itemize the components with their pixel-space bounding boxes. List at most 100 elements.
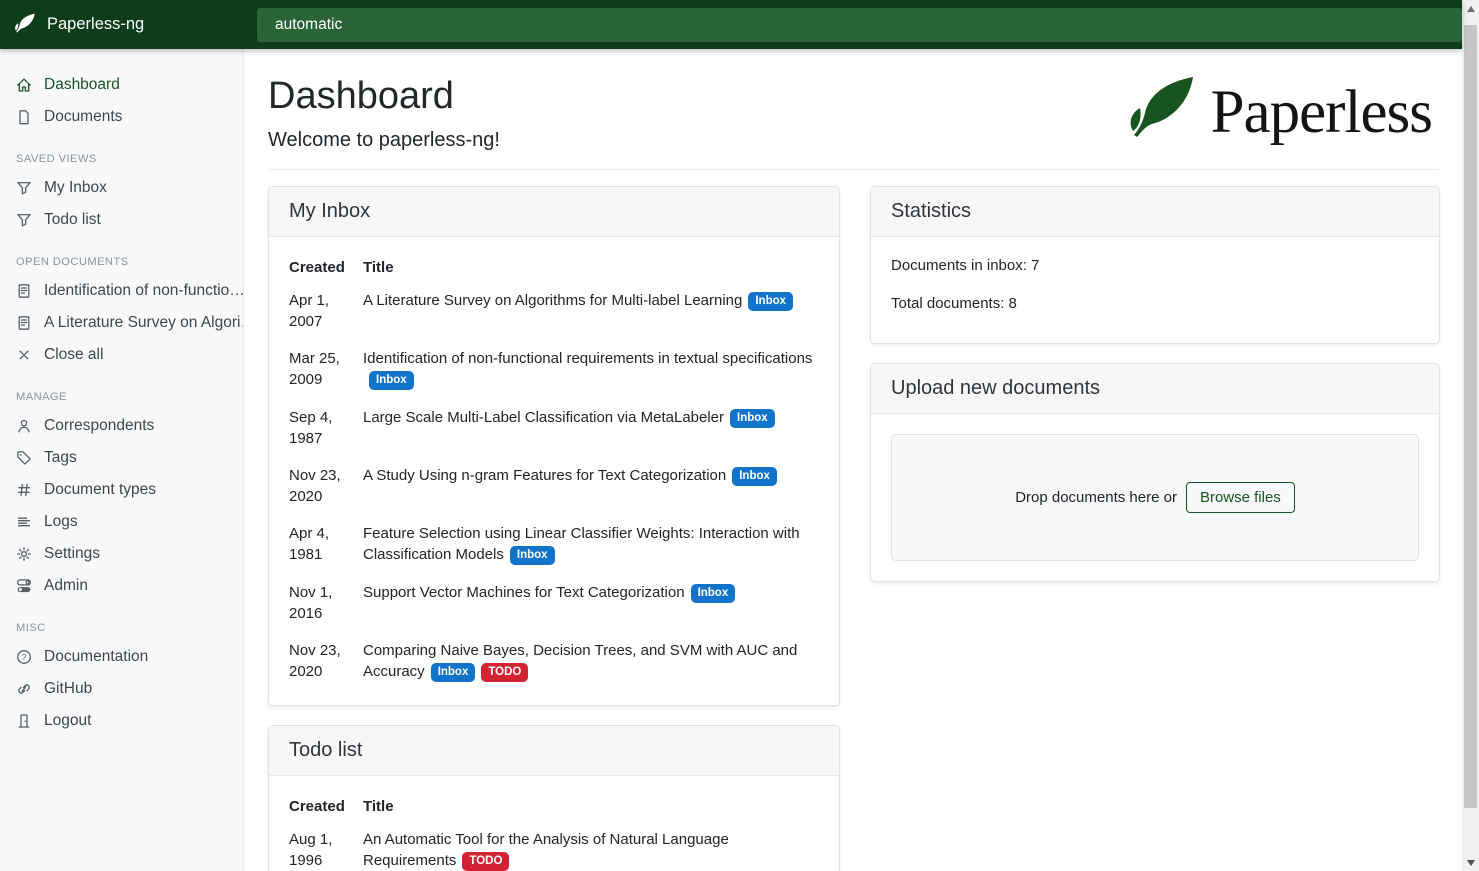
scrollbar-thumb[interactable]: [1464, 25, 1477, 808]
tag-icon: [16, 450, 32, 466]
tag-badge[interactable]: TODO: [481, 663, 529, 682]
tag-badge[interactable]: TODO: [462, 852, 510, 871]
door-icon: [16, 713, 32, 729]
document-link[interactable]: Large Scale Multi-Label Classification v…: [363, 409, 725, 427]
brand-title: Paperless-ng: [47, 15, 145, 33]
sidebar-item-label: Document types: [44, 481, 156, 498]
sidebar-item-logout[interactable]: Logout: [0, 705, 243, 737]
sidebar-item-close-all[interactable]: Close all: [0, 339, 243, 371]
document-created-date: Sep 4, 1987: [289, 409, 333, 448]
document-created-date: Nov 1, 2016: [289, 584, 333, 623]
sidebar-item-label: Admin: [44, 577, 88, 594]
my-inbox-table: Created Title Apr 1, 2007: [289, 255, 819, 695]
gear-icon: [16, 546, 32, 562]
sidebar-item-correspondents[interactable]: Correspondents: [0, 410, 243, 442]
sidebar-item-admin[interactable]: Admin: [0, 570, 243, 602]
main-content: Dashboard Welcome to paperless-ng! Paper…: [244, 49, 1462, 871]
sidebar-item-label: Logout: [44, 712, 92, 729]
sidebar-item-label: GitHub: [44, 680, 93, 697]
sidebar-section-label: SAVED VIEWS: [16, 153, 97, 165]
sidebar-item-label: Correspondents: [44, 417, 155, 434]
brand[interactable]: Paperless-ng: [0, 0, 257, 49]
document-tags: TODO: [456, 852, 510, 871]
document-link[interactable]: Support Vector Machines for Text Categor…: [363, 584, 685, 602]
document-link[interactable]: A Study Using n-gram Features for Text C…: [363, 467, 727, 485]
sidebar-item-documents[interactable]: Documents: [0, 101, 243, 133]
list-icon: [16, 514, 32, 530]
right-column: Statistics Documents in inbox: 7 Total d…: [870, 186, 1440, 582]
page-title: Dashboard: [268, 75, 454, 117]
hash-icon: [16, 482, 32, 498]
paperless-wordmark: Paperless: [1210, 79, 1433, 146]
paperless-logo-leaf-icon: [1127, 75, 1197, 151]
sidebar-section-items: ? Documentation GitHub: [0, 641, 243, 737]
documents-in-inbox-stat: Documents in inbox: 7: [891, 257, 1040, 274]
sidebar-item-open-doc-identification[interactable]: Identification of non-functio…: [0, 275, 243, 307]
my-inbox-card-header: My Inbox: [269, 187, 839, 237]
tag-badge[interactable]: Inbox: [430, 663, 476, 682]
sidebar-item-label: My Inbox: [44, 179, 107, 196]
sidebar-item-logs[interactable]: Logs: [0, 506, 243, 538]
document-link[interactable]: An Automatic Tool for the Analysis of Na…: [363, 831, 729, 870]
sidebar-item-my-inbox[interactable]: My Inbox: [0, 172, 243, 204]
sidebar-item-label: Dashboard: [44, 76, 120, 93]
document-created-date: Apr 1, 2007: [289, 292, 330, 330]
document-tags: Inbox: [726, 467, 777, 486]
tag-badge[interactable]: Inbox: [509, 546, 555, 565]
sidebar-item-settings[interactable]: Settings: [0, 538, 243, 570]
table-header-row: Created Title: [289, 255, 819, 286]
document-link[interactable]: Comparing Naive Bayes, Decision Trees, a…: [363, 642, 798, 681]
tag-badge[interactable]: Inbox: [730, 409, 775, 428]
document-row: Mar 25, 2009 Identification of non-funct…: [289, 344, 819, 403]
page-scrollbar[interactable]: [1462, 0, 1479, 871]
file-icon: [16, 109, 32, 125]
scrollbar-down-arrow[interactable]: [1462, 854, 1479, 871]
sidebar-section-label: MANAGE: [16, 391, 67, 403]
sidebar-item-label: Documentation: [44, 648, 149, 665]
document-link[interactable]: Feature Selection using Linear Classifie…: [363, 525, 800, 564]
sidebar-item-github[interactable]: GitHub: [0, 673, 243, 705]
sidebar-section-label: MISC: [16, 622, 46, 634]
sidebar-item-dashboard[interactable]: Dashboard: [0, 69, 243, 101]
sidebar-item-open-doc-literature-survey[interactable]: A Literature Survey on Algori…: [0, 307, 243, 339]
top-navbar: Paperless-ng: [0, 0, 1462, 49]
sidebar-section-label: OPEN DOCUMENTS: [16, 256, 129, 268]
upload-dropzone[interactable]: Drop documents here or Browse files: [891, 434, 1419, 561]
document-link[interactable]: A Literature Survey on Algorithms for Mu…: [363, 292, 743, 309]
paperless-leaf-icon: [14, 13, 36, 37]
scrollbar-up-arrow[interactable]: [1462, 0, 1479, 17]
svg-text:?: ?: [22, 652, 27, 662]
my-inbox-card: My Inbox Created Title: [268, 186, 840, 707]
upload-card: Upload new documents Drop documents here…: [870, 363, 1440, 582]
welcome-text: Welcome to paperless-ng!: [268, 129, 500, 151]
sidebar-item-label: Todo list: [44, 211, 101, 228]
sidebar-item-label: A Literature Survey on Algori…: [44, 314, 244, 331]
document-row: Apr 1, 2007 A Literature Survey on Algor…: [289, 286, 819, 344]
sidebar-section-items: Identification of non-functio… A Literat…: [0, 275, 243, 371]
sidebar-item-label: Documents: [44, 108, 123, 125]
sidebar-item-documentation[interactable]: ? Documentation: [0, 641, 243, 673]
tag-badge[interactable]: Inbox: [369, 371, 414, 390]
document-link[interactable]: Identification of non-functional require…: [363, 350, 813, 367]
person-icon: [16, 418, 32, 434]
search-input[interactable]: [257, 8, 1462, 42]
my-inbox-card-body: Created Title Apr 1, 2007: [269, 237, 839, 705]
sidebar-item-tags[interactable]: Tags: [0, 442, 243, 474]
tag-badge[interactable]: Inbox: [748, 292, 794, 311]
sidebar-item-document-types[interactable]: Document types: [0, 474, 243, 506]
sidebar-item-label: Tags: [44, 449, 77, 466]
sidebar-section: Dashboard Documents: [0, 69, 243, 133]
todo-list-card-body: Created Title Aug 1, 1996: [269, 776, 839, 871]
header-divider: [268, 169, 1439, 170]
sidebar-item-todo-list[interactable]: Todo list: [0, 204, 243, 236]
left-column: My Inbox Created Title: [268, 186, 840, 871]
browse-files-button[interactable]: Browse files: [1185, 482, 1295, 513]
document-created-date: Aug 1, 1996: [289, 831, 333, 870]
document-row: Nov 23, 2020 A Study Using n-gram Featur…: [289, 461, 819, 519]
tag-badge[interactable]: Inbox: [690, 584, 736, 603]
tag-badge[interactable]: Inbox: [732, 467, 777, 486]
dashboard-grid: My Inbox Created Title: [268, 186, 1440, 871]
document-row: Nov 23, 2020 Comparing Naive Bayes, Deci…: [289, 636, 819, 695]
